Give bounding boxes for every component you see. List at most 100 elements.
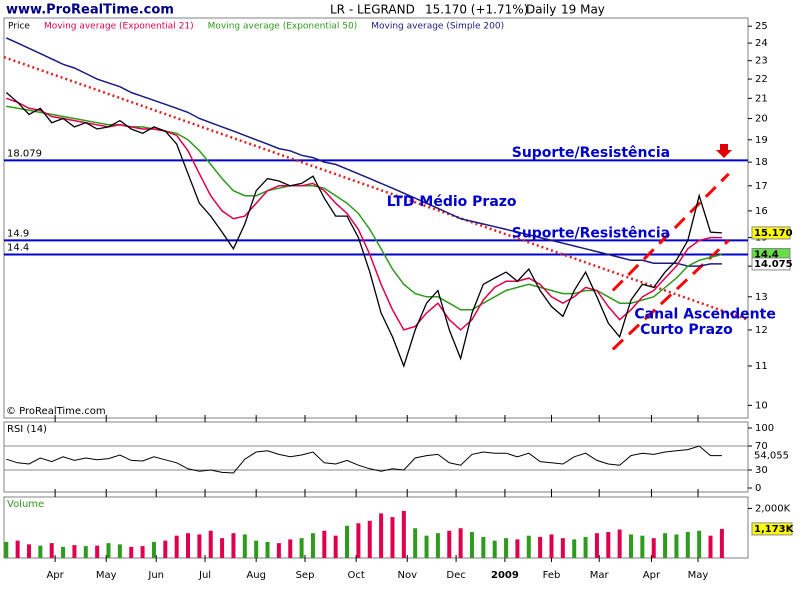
site-name: www.ProRealTime.com: [6, 3, 174, 18]
volume-bar: [72, 545, 77, 558]
x-tick-label: Nov: [397, 570, 417, 581]
value-badge: [751, 522, 793, 536]
trend-line: [611, 172, 730, 292]
volume-bar: [629, 534, 634, 558]
volume-bar: [640, 535, 645, 558]
volume-bar: [49, 543, 54, 558]
volume-bar: [276, 543, 281, 558]
annotation: Canal Ascendente: [634, 307, 775, 323]
y-tick-label: 25: [755, 21, 768, 32]
y-tick-label: 20: [755, 114, 768, 125]
y-tick-label: 0: [755, 483, 761, 494]
series-line: [6, 97, 722, 331]
volume-bar: [458, 528, 463, 558]
y-tick-label: 17: [755, 181, 768, 192]
x-tick-label: Mar: [590, 570, 610, 581]
volume-bar: [413, 528, 418, 558]
volume-bar: [594, 533, 599, 558]
annotation: Suporte/Resistência: [512, 225, 670, 241]
volume-bar: [504, 538, 509, 558]
level-label: 14.4: [7, 242, 29, 253]
volume-bar: [583, 536, 588, 558]
price-badge-label: 14.075: [754, 259, 793, 270]
x-tick-label: Apr: [46, 570, 64, 581]
y-tick-label: 24: [755, 38, 768, 49]
volume-bar: [481, 536, 486, 558]
volume-bar: [367, 520, 372, 558]
volume-bar: [526, 535, 531, 558]
y-tick-label: 30: [755, 465, 768, 476]
legend-entry: Moving average (Exponential 21): [44, 22, 194, 32]
quote: 15.170 (+1.71%): [425, 3, 528, 17]
price-badge: [751, 257, 791, 271]
volume-bar: [4, 541, 9, 558]
volume-bar: [617, 529, 622, 558]
volume-bar: [447, 530, 452, 558]
trend-line: [611, 239, 730, 351]
volume-bar: [538, 536, 543, 558]
volume-bar: [129, 546, 134, 558]
price-badge-label: 14.4: [754, 249, 779, 260]
volume-bar: [435, 533, 440, 558]
volume-bar: [469, 531, 474, 558]
y-tick-label: 18: [755, 157, 768, 168]
volume-bar: [254, 540, 259, 558]
price-badge: [751, 226, 791, 240]
legend-entry: Moving average (Simple 200): [371, 22, 504, 32]
volume-bar: [117, 544, 122, 558]
annotation: Curto Prazo: [640, 322, 733, 338]
copyright: © ProRealTime.com: [6, 406, 106, 417]
volume-bar: [186, 533, 191, 558]
volume-bar: [572, 539, 577, 558]
volume-bar: [424, 535, 429, 558]
volume-bar: [163, 540, 168, 558]
y-tick-label: 16: [755, 206, 768, 217]
date: 19 May: [561, 3, 605, 17]
price-badge-label: 15.170: [754, 228, 793, 239]
volume-bar: [15, 540, 20, 558]
volume-bar: [674, 534, 679, 558]
volume-bar: [651, 538, 656, 558]
volume-panel: [3, 496, 749, 559]
volume-bar: [299, 538, 304, 558]
volume-bar: [106, 543, 111, 558]
volume-bar: [492, 540, 497, 558]
y-tick-label: 19: [755, 135, 768, 146]
x-tick-label: Sep: [296, 570, 315, 581]
volume-bar: [345, 525, 350, 558]
volume-bar: [606, 531, 611, 558]
x-tick-label: Feb: [543, 570, 561, 581]
legend-entry: Price: [8, 22, 30, 32]
volume-bar: [697, 530, 702, 558]
series-line: [5, 37, 722, 267]
y-tick-label: 70: [755, 441, 768, 452]
volume-bar: [515, 539, 520, 558]
y-tick-label: 10: [755, 400, 768, 411]
volume-bar: [26, 544, 31, 558]
x-tick-label: Dec: [446, 570, 465, 581]
volume-bar: [231, 533, 236, 558]
period: Daily: [526, 3, 556, 17]
value-badge-label: 1,173K: [754, 524, 795, 535]
y-tick-label: 2,000K: [755, 503, 791, 514]
x-tick-label: Jul: [198, 570, 211, 581]
volume-bar: [140, 546, 145, 558]
arrow-icon: [716, 144, 732, 158]
value-badge-label: 54,055: [754, 451, 789, 462]
annotation: LTD Médio Prazo: [387, 194, 517, 210]
y-tick-label: 21: [755, 93, 768, 104]
legend-entry: Moving average (Exponential 50): [208, 22, 358, 32]
panel-title: RSI (14): [7, 424, 47, 435]
x-tick-label: 2009: [491, 570, 519, 581]
series-line: [5, 92, 722, 368]
volume-bar: [708, 535, 713, 558]
volume-bar: [151, 541, 156, 558]
level-label: 14.9: [7, 228, 29, 239]
volume-bar: [390, 517, 395, 558]
volume-bar: [356, 523, 361, 558]
volume-bar: [719, 528, 724, 558]
volume-bar: [333, 535, 338, 558]
volume-bar: [379, 513, 384, 558]
value-badge: [752, 449, 792, 462]
